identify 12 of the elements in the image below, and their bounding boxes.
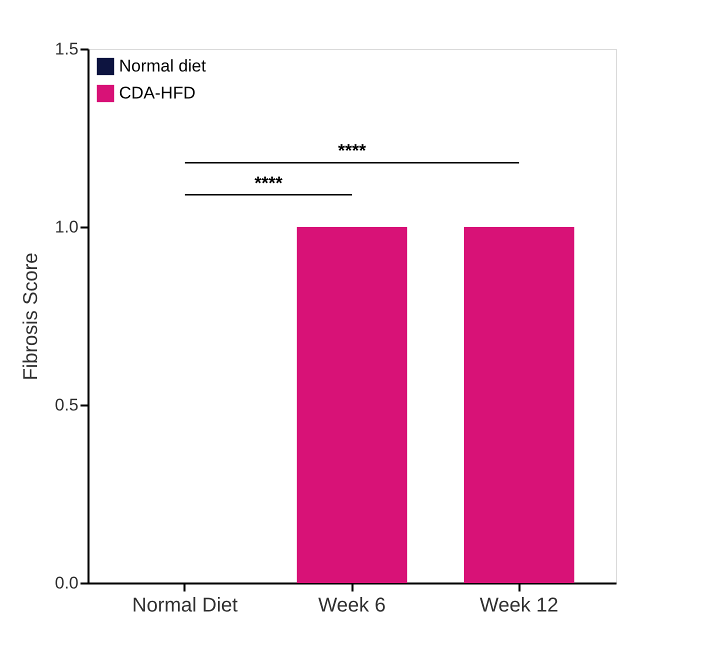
annotation: **** [338, 140, 366, 161]
y-tick-label: 0.0 [54, 574, 78, 592]
y-tick-label: 1.5 [54, 40, 78, 58]
y-tick-label: 1.0 [54, 218, 78, 236]
y-tick-label: 0.5 [54, 396, 78, 414]
legend-label: Normal diet [119, 56, 206, 76]
y-axis-title: Fibrosis Score [20, 252, 42, 380]
x-tick-label: Week 12 [480, 594, 558, 616]
x-tick-label: Normal Diet [132, 594, 238, 616]
legend-label: CDA-HFD [119, 84, 196, 102]
x-tick-label: Week 6 [318, 594, 386, 616]
annotation: **** [254, 172, 282, 193]
